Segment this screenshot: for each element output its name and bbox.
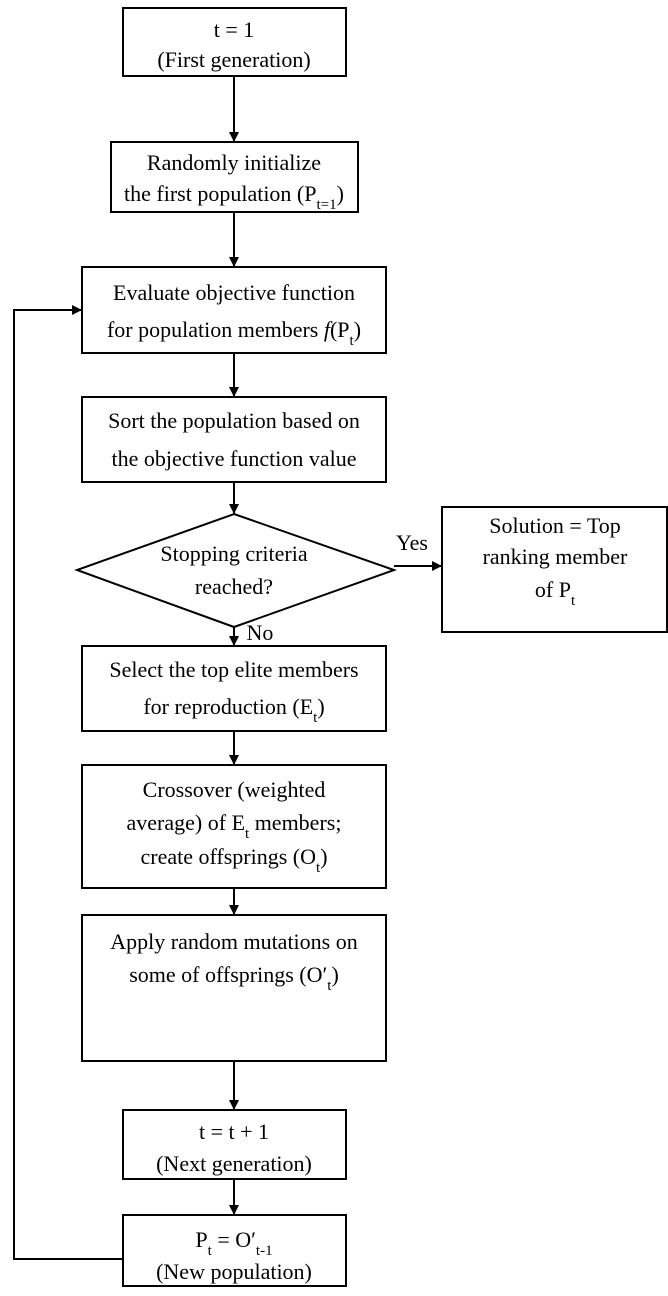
subscript: t [208, 1243, 213, 1259]
node-text: t = t + 1 [199, 1119, 269, 1144]
subscript: t [350, 333, 355, 349]
node-text: of Pt [535, 577, 576, 609]
edge-label: No [247, 620, 274, 645]
node-text: Crossover (weighted [143, 777, 326, 802]
node-text: (Next generation) [156, 1151, 312, 1176]
text: Yes [396, 530, 428, 555]
text: = O′ [212, 1227, 256, 1252]
text: Crossover (weighted [143, 777, 326, 802]
text: for reproduction (E [143, 694, 313, 719]
box [122, 7, 347, 77]
node-text: some of offsprings (O′t) [129, 962, 339, 994]
text: ) [354, 317, 361, 342]
node-text: reached? [195, 574, 273, 599]
node-text: the objective function value [112, 446, 357, 471]
subscript: t [245, 826, 250, 842]
text: for population members [107, 317, 324, 342]
text: Solution = Top [489, 513, 620, 538]
text: (New population) [156, 1259, 312, 1284]
text: reached? [195, 574, 273, 599]
text: Sort the population based on [108, 408, 360, 433]
text: the objective function value [112, 446, 357, 471]
node-text: the first population (Pt=1) [124, 181, 344, 213]
box [81, 396, 387, 483]
box [441, 506, 668, 633]
node-text: for population members f(Pt) [107, 317, 361, 349]
node-text: Pt = O′t-1 [195, 1227, 272, 1259]
node-text: Apply random mutations on [110, 929, 357, 954]
decision [74, 512, 398, 629]
text: ranking member [483, 544, 628, 569]
box [81, 266, 387, 354]
text: ) [320, 844, 327, 869]
subscript: t [316, 860, 321, 876]
node-text: create offsprings (Ot) [140, 844, 327, 876]
text: t = 1 [214, 17, 255, 42]
box [81, 764, 387, 889]
text: (First generation) [157, 47, 310, 72]
box [122, 1109, 347, 1180]
node-text: for reproduction (Et) [143, 694, 324, 726]
text: ) [331, 962, 338, 987]
text: Apply random mutations on [110, 929, 357, 954]
text: P [195, 1227, 207, 1252]
text: Stopping criteria [160, 541, 307, 566]
node-text: Randomly initialize [147, 150, 321, 175]
node-text: ranking member [483, 544, 628, 569]
node-text: Select the top elite members [109, 657, 358, 682]
text: t = t + 1 [199, 1119, 269, 1144]
box [122, 1214, 347, 1287]
text: (Next generation) [156, 1151, 312, 1176]
text: the first population (P [124, 181, 316, 206]
edge-label: Yes [396, 530, 428, 555]
node-text: average) of Et members; [127, 810, 342, 842]
node-text: (New population) [156, 1259, 312, 1284]
node-text: t = 1 [214, 17, 255, 42]
node-text: Solution = Top [489, 513, 620, 538]
feedback-arrow [13, 305, 123, 1260]
subscript: t [571, 593, 576, 609]
text: ) [337, 181, 344, 206]
text: (P [330, 317, 350, 342]
text: create offsprings (O [140, 844, 316, 869]
subscript: t [327, 978, 332, 994]
box [110, 141, 359, 213]
text: Evaluate objective function [113, 280, 355, 305]
subscript: t-1 [256, 1243, 273, 1259]
box [81, 645, 387, 732]
node-text: Stopping criteria [160, 541, 307, 566]
subscript: t [313, 710, 318, 726]
node-text: (First generation) [157, 47, 310, 72]
text: ) [317, 694, 324, 719]
text: Select the top elite members [109, 657, 358, 682]
subscript: t=1 [317, 197, 337, 213]
node-text: Evaluate objective function [113, 280, 355, 305]
text: Randomly initialize [147, 150, 321, 175]
text: of P [535, 577, 571, 602]
text: members; [249, 810, 341, 835]
text: No [247, 620, 274, 645]
box [81, 914, 387, 1062]
node-text: Sort the population based on [108, 408, 360, 433]
text: some of offsprings (O′ [129, 962, 327, 987]
text: average) of E [127, 810, 245, 835]
text: f [324, 317, 333, 342]
